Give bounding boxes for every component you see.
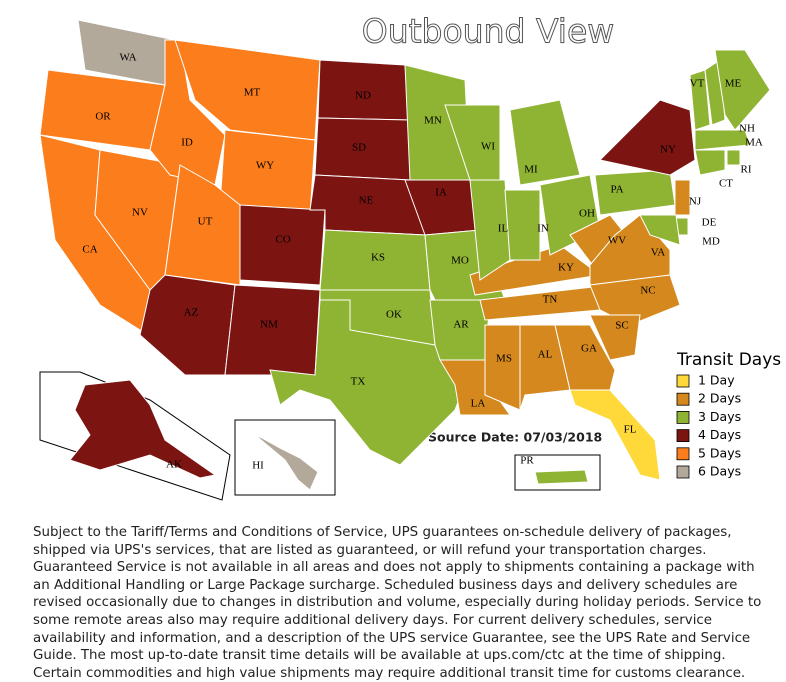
state-label: NE (359, 195, 374, 207)
state-label: ME (725, 78, 742, 90)
state-label: OH (579, 208, 595, 220)
state-label: IN (537, 223, 549, 235)
legend-swatch (676, 392, 690, 406)
legend-swatch (676, 374, 690, 388)
state-label: OR (95, 111, 111, 123)
legend-title: Transit Days (676, 350, 781, 370)
legend-label: 2 Days (698, 391, 741, 406)
state-label: NH (739, 123, 755, 135)
state-label: MN (424, 115, 442, 127)
state-label: MT (244, 87, 261, 99)
state (694, 149, 726, 176)
state-label: LA (471, 398, 486, 410)
legend-label: 4 Days (698, 427, 741, 442)
state-label: AL (538, 349, 553, 361)
state-label: NM (260, 319, 278, 331)
state (469, 179, 511, 281)
state-label: NC (640, 285, 655, 297)
state (484, 324, 521, 411)
state-label: WV (608, 235, 626, 247)
state-label: IL (498, 223, 509, 235)
state-label: FL (624, 424, 637, 436)
state-label: NY (660, 144, 676, 156)
state-label: MO (451, 255, 469, 267)
state (714, 49, 771, 131)
state-label: SC (615, 320, 628, 332)
state (689, 69, 711, 131)
state-label: TX (351, 376, 366, 388)
state-label: NV (132, 207, 148, 219)
footnote: Subject to the Tariff/Terms and Conditio… (33, 525, 762, 681)
legend-label: 5 Days (698, 445, 741, 460)
state (519, 324, 571, 411)
legend-swatch (676, 447, 690, 461)
state-label: PR (520, 455, 534, 467)
state (589, 274, 681, 326)
state (674, 179, 691, 216)
state (726, 149, 741, 166)
state-label: SD (352, 142, 366, 154)
state (598, 99, 696, 176)
state-label: AR (453, 319, 469, 331)
state (694, 129, 751, 151)
state-label: CO (275, 234, 290, 246)
state-label: MS (496, 353, 512, 365)
state-label: DE (702, 217, 717, 229)
state-label: NJ (689, 196, 702, 208)
state (269, 299, 471, 466)
state-label: PA (610, 184, 623, 196)
state-label: AZ (184, 307, 199, 319)
state-label: OK (386, 309, 402, 321)
state-label: CT (719, 178, 733, 190)
legend-label: 6 Days (698, 464, 741, 479)
state-label: AK (166, 459, 182, 471)
state-label: UT (198, 216, 213, 228)
state-label: WY (256, 160, 274, 172)
state (589, 314, 641, 361)
state-label: GA (581, 343, 597, 355)
state-label: MA (745, 137, 763, 149)
legend-label: 3 Days (698, 409, 741, 424)
state-label: WA (119, 52, 136, 64)
state (69, 379, 217, 479)
state (569, 389, 661, 481)
state-label: VA (651, 247, 666, 259)
state-label: MD (702, 236, 720, 248)
state-label: KS (371, 252, 385, 264)
state-label: HI (252, 460, 264, 472)
legend-swatch (676, 465, 690, 479)
state (504, 189, 541, 261)
state-label: MI (524, 164, 538, 176)
source-date: Source Date: 07/03/2018 (428, 430, 602, 445)
state-label: VT (690, 78, 705, 90)
state (509, 99, 581, 186)
legend-label: 1 Day (698, 373, 735, 388)
state-label: WI (481, 141, 495, 153)
state-label: CA (82, 244, 97, 256)
state-label: TN (543, 294, 558, 306)
state (534, 469, 589, 485)
state (254, 434, 319, 491)
state (639, 214, 681, 246)
state (554, 324, 616, 391)
legend-swatch (676, 429, 690, 443)
legend-swatch (676, 410, 690, 424)
state-label: ND (355, 90, 371, 102)
state-label: KY (558, 262, 574, 274)
state-label: ID (181, 137, 193, 149)
state (139, 274, 236, 376)
map: Outbound View Source Date: 07/03/2018 Tr… (39, 11, 781, 501)
state-label: RI (741, 164, 752, 176)
state-label: IA (435, 187, 447, 199)
state (594, 169, 676, 216)
map-title: Outbound View (362, 12, 615, 51)
